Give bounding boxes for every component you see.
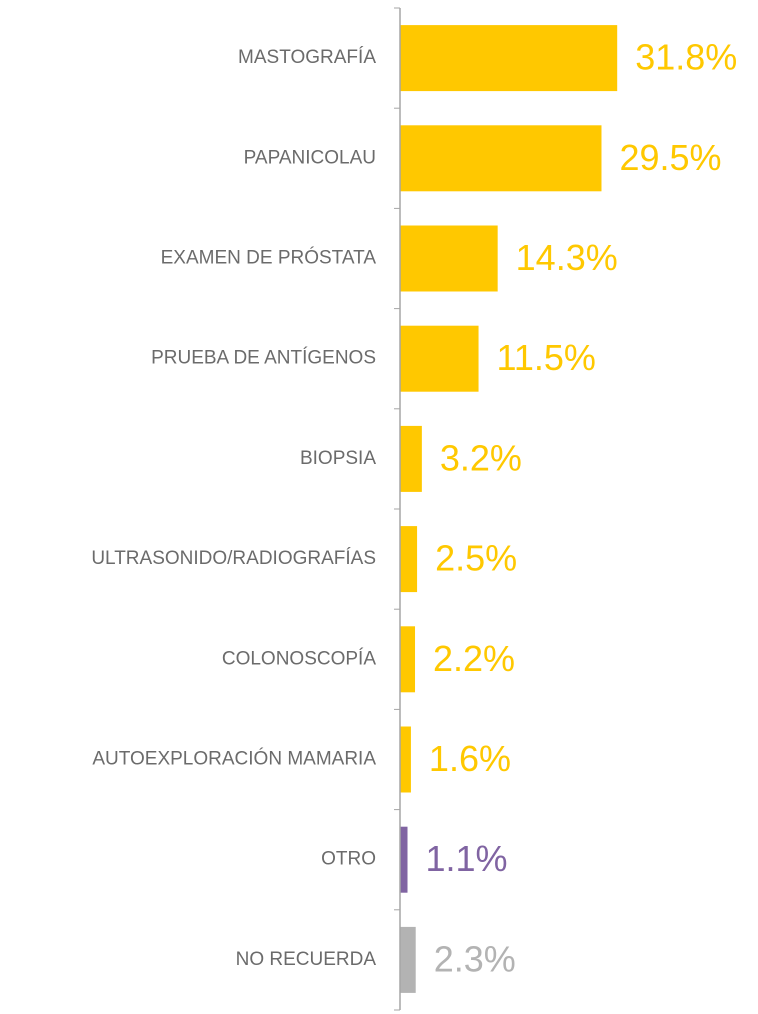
category-label: OTRO (321, 849, 376, 870)
category-label: PRUEBA DE ANTÍGENOS (151, 348, 376, 369)
bar (400, 826, 408, 893)
bar (400, 425, 422, 492)
value-label: 2.3% (434, 938, 516, 979)
value-label: 2.2% (433, 638, 515, 679)
bar (400, 325, 479, 392)
category-label: NO RECUERDA (236, 949, 377, 970)
bar (400, 526, 418, 593)
bar (400, 926, 416, 993)
value-label: 3.2% (440, 437, 522, 478)
category-label: BIOPSIA (300, 448, 376, 469)
bar (400, 25, 618, 92)
value-label: 1.1% (426, 838, 508, 879)
category-label: PAPANICOLAU (244, 147, 376, 168)
value-label: 31.8% (635, 37, 737, 78)
value-label: 14.3% (516, 237, 618, 278)
bar (400, 125, 602, 192)
category-label: ULTRASONIDO/RADIOGRAFÍAS (91, 548, 376, 569)
category-label: COLONOSCOPÍA (222, 648, 376, 669)
value-label: 11.5% (497, 337, 596, 378)
category-label: AUTOEXPLORACIÓN MAMARIA (92, 748, 376, 770)
value-label: 1.6% (429, 738, 511, 779)
value-label: 29.5% (619, 137, 721, 178)
value-label: 2.5% (435, 538, 517, 579)
category-label: EXAMEN DE PRÓSTATA (161, 247, 377, 269)
bar (400, 726, 411, 793)
category-label: MASTOGRAFÍA (238, 47, 376, 68)
bar (400, 225, 498, 292)
bar (400, 626, 416, 693)
